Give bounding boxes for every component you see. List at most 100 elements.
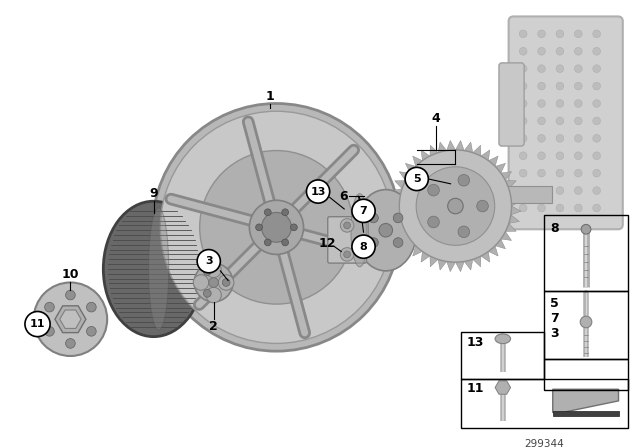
Polygon shape	[473, 256, 481, 267]
Circle shape	[416, 167, 495, 246]
Polygon shape	[438, 142, 447, 153]
Text: 1: 1	[266, 90, 274, 103]
Text: 7: 7	[550, 312, 559, 325]
Circle shape	[575, 152, 582, 159]
Circle shape	[222, 279, 230, 286]
Circle shape	[264, 239, 271, 246]
Polygon shape	[438, 259, 447, 270]
Polygon shape	[553, 389, 618, 413]
Circle shape	[448, 198, 463, 214]
Polygon shape	[488, 156, 498, 166]
Circle shape	[204, 289, 211, 297]
Bar	[545, 215, 628, 291]
Circle shape	[593, 187, 600, 194]
Circle shape	[556, 152, 564, 159]
Circle shape	[593, 47, 600, 55]
Text: 9: 9	[149, 187, 158, 200]
Circle shape	[428, 184, 439, 196]
Circle shape	[538, 187, 545, 194]
Circle shape	[538, 99, 545, 108]
Circle shape	[538, 204, 545, 212]
Polygon shape	[495, 239, 506, 249]
Polygon shape	[392, 189, 402, 197]
Polygon shape	[395, 181, 405, 189]
Circle shape	[519, 65, 527, 73]
Text: 12: 12	[319, 237, 337, 250]
Circle shape	[593, 204, 600, 212]
Text: 10: 10	[61, 268, 79, 281]
Circle shape	[519, 82, 527, 90]
Circle shape	[556, 117, 564, 125]
Circle shape	[575, 169, 582, 177]
Circle shape	[538, 65, 545, 73]
Text: 3: 3	[205, 256, 212, 266]
Circle shape	[45, 302, 54, 312]
Circle shape	[556, 204, 564, 212]
Circle shape	[593, 65, 600, 73]
Bar	[461, 332, 545, 379]
Ellipse shape	[103, 201, 204, 336]
Circle shape	[45, 327, 54, 336]
Circle shape	[428, 216, 439, 228]
Circle shape	[206, 262, 221, 278]
Circle shape	[197, 250, 220, 273]
Circle shape	[344, 222, 351, 229]
Circle shape	[556, 65, 564, 73]
Circle shape	[556, 99, 564, 108]
Text: 13: 13	[467, 336, 484, 349]
Polygon shape	[501, 232, 511, 241]
Circle shape	[556, 187, 564, 194]
Circle shape	[519, 117, 527, 125]
Polygon shape	[413, 156, 422, 166]
Circle shape	[593, 30, 600, 38]
Circle shape	[519, 47, 527, 55]
Polygon shape	[405, 239, 416, 249]
Circle shape	[556, 169, 564, 177]
Polygon shape	[553, 410, 618, 416]
Circle shape	[519, 187, 527, 194]
Circle shape	[282, 239, 289, 246]
Circle shape	[458, 226, 470, 237]
Circle shape	[195, 263, 233, 302]
Polygon shape	[399, 232, 410, 241]
Circle shape	[307, 180, 330, 203]
Text: 13: 13	[310, 186, 326, 197]
Circle shape	[369, 238, 378, 247]
Text: 11: 11	[30, 319, 45, 329]
Bar	[545, 359, 628, 390]
Polygon shape	[481, 150, 490, 161]
Circle shape	[538, 169, 545, 177]
Circle shape	[264, 209, 271, 215]
Circle shape	[34, 283, 107, 356]
Polygon shape	[456, 141, 464, 151]
Circle shape	[575, 30, 582, 38]
Circle shape	[86, 327, 96, 336]
Circle shape	[538, 47, 545, 55]
Circle shape	[538, 82, 545, 90]
Text: 2: 2	[209, 319, 218, 332]
Circle shape	[206, 287, 221, 303]
Circle shape	[204, 268, 211, 276]
Polygon shape	[430, 145, 438, 156]
Polygon shape	[511, 197, 521, 206]
Polygon shape	[413, 246, 422, 256]
Circle shape	[262, 212, 291, 242]
Circle shape	[393, 238, 403, 247]
Circle shape	[519, 152, 527, 159]
Bar	[545, 291, 628, 359]
Circle shape	[538, 117, 545, 125]
Circle shape	[218, 275, 234, 290]
Circle shape	[593, 169, 600, 177]
Circle shape	[340, 219, 354, 232]
Circle shape	[575, 134, 582, 142]
Circle shape	[458, 174, 470, 186]
Ellipse shape	[351, 194, 369, 267]
Circle shape	[340, 248, 354, 261]
Polygon shape	[390, 206, 400, 215]
Circle shape	[65, 290, 76, 300]
Circle shape	[379, 224, 392, 237]
Circle shape	[556, 30, 564, 38]
Ellipse shape	[495, 334, 511, 344]
Text: 4: 4	[432, 112, 440, 125]
Polygon shape	[481, 251, 490, 262]
